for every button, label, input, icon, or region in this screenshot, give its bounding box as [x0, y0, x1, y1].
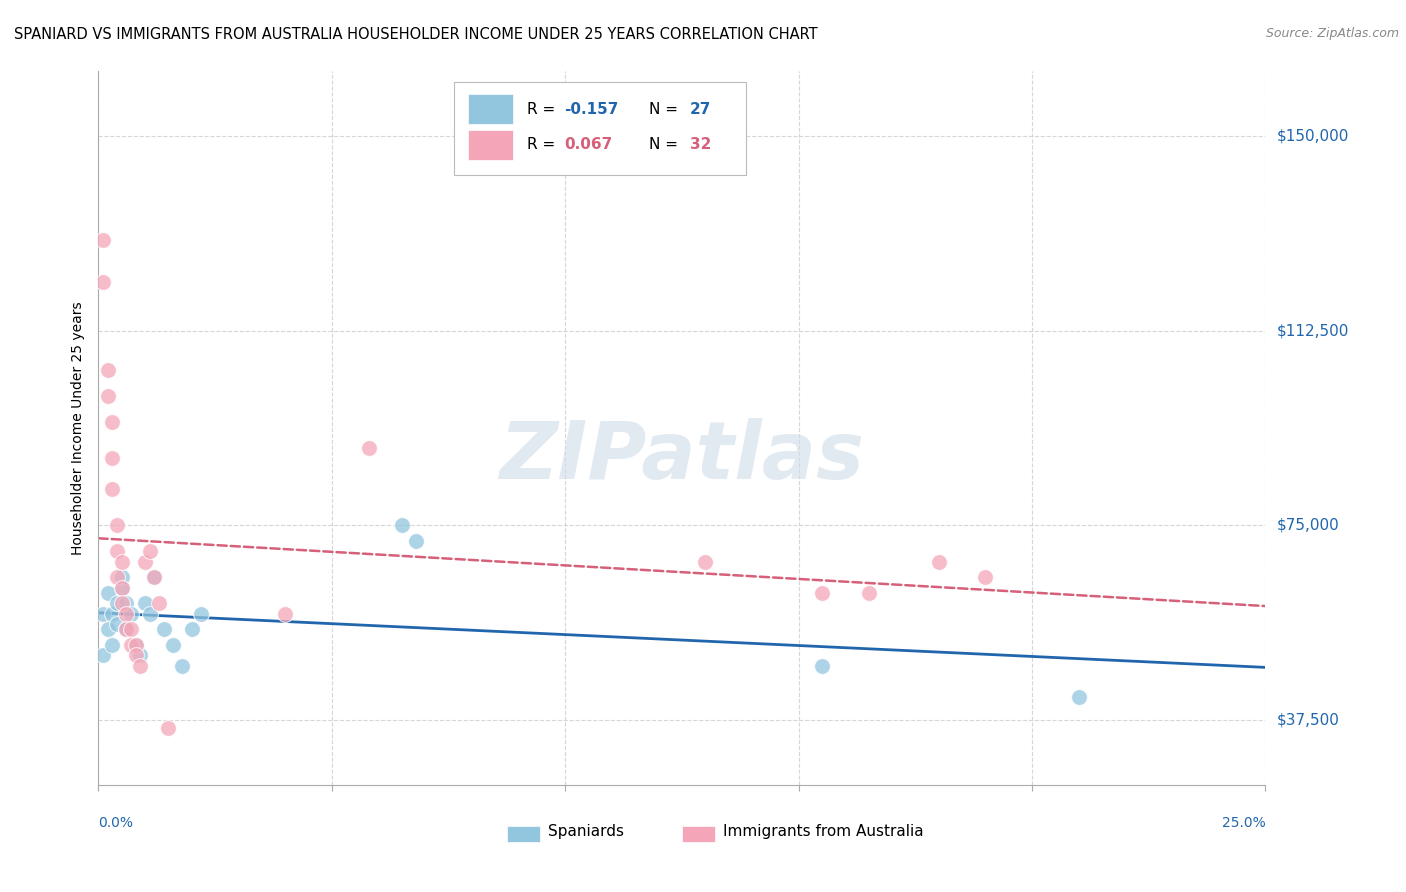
Text: Source: ZipAtlas.com: Source: ZipAtlas.com [1265, 27, 1399, 40]
Text: 0.067: 0.067 [564, 137, 612, 153]
Point [143, 570, 166, 584]
Point [105, 570, 128, 584]
Text: 32: 32 [690, 137, 711, 153]
Point [115, 607, 138, 621]
Point [134, 555, 156, 569]
Point [129, 648, 152, 663]
Point [111, 570, 134, 584]
Point [105, 544, 128, 558]
Text: $112,500: $112,500 [1277, 324, 1348, 338]
Text: 25.0%: 25.0% [1222, 815, 1265, 830]
Text: N =: N = [650, 102, 683, 117]
Point [111, 555, 134, 569]
Point [143, 570, 166, 584]
Point [129, 658, 152, 673]
Point [97, 622, 120, 636]
Point [120, 638, 142, 652]
Point [101, 607, 124, 621]
Text: SPANIARD VS IMMIGRANTS FROM AUSTRALIA HOUSEHOLDER INCOME UNDER 25 YEARS CORRELAT: SPANIARD VS IMMIGRANTS FROM AUSTRALIA HO… [14, 27, 818, 42]
Point [928, 555, 950, 569]
Point [359, 441, 381, 455]
Point [115, 596, 138, 610]
Y-axis label: Householder Income Under 25 years: Householder Income Under 25 years [72, 301, 86, 555]
Text: Immigrants from Australia: Immigrants from Australia [723, 824, 924, 838]
Point [111, 581, 134, 595]
Point [97, 389, 120, 403]
Point [91, 607, 114, 621]
Text: $150,000: $150,000 [1277, 128, 1348, 144]
Point [105, 596, 128, 610]
Point [139, 607, 162, 621]
Point [274, 607, 297, 621]
Point [97, 586, 120, 600]
Point [101, 482, 124, 496]
Point [101, 638, 124, 652]
Point [115, 622, 138, 636]
Point [105, 518, 128, 533]
Point [101, 415, 124, 429]
Point [134, 596, 156, 610]
Point [152, 622, 174, 636]
Text: 27: 27 [690, 102, 711, 117]
Point [405, 534, 427, 549]
Point [91, 275, 114, 289]
Point [125, 648, 148, 663]
Text: R =: R = [527, 102, 560, 117]
Point [120, 622, 142, 636]
Point [811, 586, 834, 600]
FancyBboxPatch shape [468, 130, 513, 160]
Text: -0.157: -0.157 [564, 102, 619, 117]
Point [91, 233, 114, 247]
Point [105, 617, 128, 632]
Point [125, 638, 148, 652]
Point [115, 622, 138, 636]
Point [695, 555, 717, 569]
Point [125, 638, 148, 652]
Point [120, 607, 142, 621]
Text: 0.0%: 0.0% [98, 815, 134, 830]
FancyBboxPatch shape [506, 826, 540, 842]
Text: R =: R = [527, 137, 560, 153]
Point [858, 586, 880, 600]
FancyBboxPatch shape [468, 95, 513, 124]
Text: Spaniards: Spaniards [548, 824, 624, 838]
Point [101, 450, 124, 465]
Point [111, 581, 134, 595]
Point [111, 596, 134, 610]
Point [180, 622, 202, 636]
Point [172, 658, 194, 673]
Point [157, 721, 180, 735]
Point [1067, 690, 1090, 704]
Text: $75,000: $75,000 [1277, 518, 1340, 533]
Point [97, 363, 120, 377]
Point [811, 658, 834, 673]
Point [91, 648, 114, 663]
Point [148, 596, 170, 610]
Point [974, 570, 997, 584]
FancyBboxPatch shape [454, 82, 747, 175]
Text: N =: N = [650, 137, 683, 153]
Text: $37,500: $37,500 [1277, 713, 1340, 728]
Point [162, 638, 184, 652]
Point [139, 544, 162, 558]
Text: ZIPatlas: ZIPatlas [499, 417, 865, 496]
Point [190, 607, 212, 621]
Point [391, 518, 413, 533]
FancyBboxPatch shape [682, 826, 714, 842]
